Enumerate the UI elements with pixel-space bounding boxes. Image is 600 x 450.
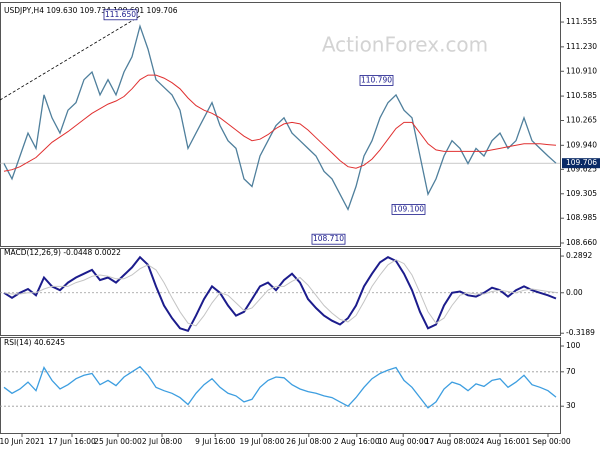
- last-price-box: [562, 158, 600, 169]
- x-tick-label: 17 Aug 08:00: [425, 437, 476, 446]
- y-tick-label: 109.305: [566, 189, 597, 198]
- y-tick-label: 109.940: [566, 140, 597, 149]
- series-line: [3, 23, 557, 212]
- x-tick-label: 17 Jun 16:00: [48, 437, 96, 446]
- annotation-label: 110.790: [361, 75, 392, 84]
- y-tick-label: 110.265: [566, 116, 597, 125]
- y-tick-label: 0.00: [566, 288, 583, 297]
- x-tick-label: 26 Jul 08:00: [286, 437, 331, 446]
- series-line: [3, 365, 557, 409]
- macd-panel: [0, 248, 561, 336]
- x-tick-label: 10 Aug 00:00: [378, 437, 429, 446]
- panel-title: RSI(14) 40.6245: [4, 338, 65, 347]
- y-tick-label: 100: [566, 341, 581, 350]
- y-tick-label: 111.555: [566, 17, 597, 26]
- y-tick-label: 70: [566, 367, 576, 376]
- x-tick-label: 9 Jul 16:00: [195, 437, 235, 446]
- last-price-label: 109.706: [566, 158, 597, 167]
- y-tick-label: 0.2892: [566, 251, 592, 260]
- rsi-panel: [0, 337, 561, 434]
- x-tick-label: 1 Sep 00:00: [525, 437, 571, 446]
- annotation-label: 108.710: [313, 234, 344, 243]
- y-tick-label: 30: [566, 401, 576, 410]
- price-panel: [0, 2, 561, 247]
- annotation-label: 111.650: [105, 10, 136, 19]
- x-tick-label: 10 Jun 2021: [0, 437, 45, 446]
- y-tick-label: 108.985: [566, 213, 597, 222]
- series-line: [3, 255, 557, 333]
- x-tick-label: 25 Jun 00:00: [94, 437, 142, 446]
- trend-line: [0, 15, 141, 101]
- series-line: [3, 74, 557, 172]
- annotation-box: [311, 233, 346, 245]
- annotation-label: 109.100: [393, 204, 424, 213]
- y-tick-label: 111.230: [566, 42, 597, 51]
- x-tick-label: 2 Jul 08:00: [142, 437, 182, 446]
- x-tick-label: 24 Aug 16:00: [475, 437, 526, 446]
- panel-title: MACD(12,26,9) -0.0448 0.0022: [4, 248, 121, 257]
- panel-title: USDJPY,H4 109.630 109.734 109.601 109.70…: [4, 6, 178, 15]
- x-tick-label: 2 Aug 16:00: [334, 437, 380, 446]
- y-tick-label: 110.910: [566, 66, 597, 75]
- annotation-box: [391, 204, 426, 215]
- y-tick-label: 109.625: [566, 164, 597, 173]
- series-line: [3, 259, 557, 327]
- y-tick-label: 108.660: [566, 238, 597, 247]
- watermark: ActionForex.com: [322, 33, 488, 57]
- y-tick-label: -0.3189: [566, 328, 595, 337]
- x-tick-label: 19 Jul 08:00: [240, 437, 285, 446]
- annotation-box: [359, 75, 394, 86]
- annotation-box: [103, 9, 138, 21]
- y-tick-label: 110.585: [566, 91, 597, 100]
